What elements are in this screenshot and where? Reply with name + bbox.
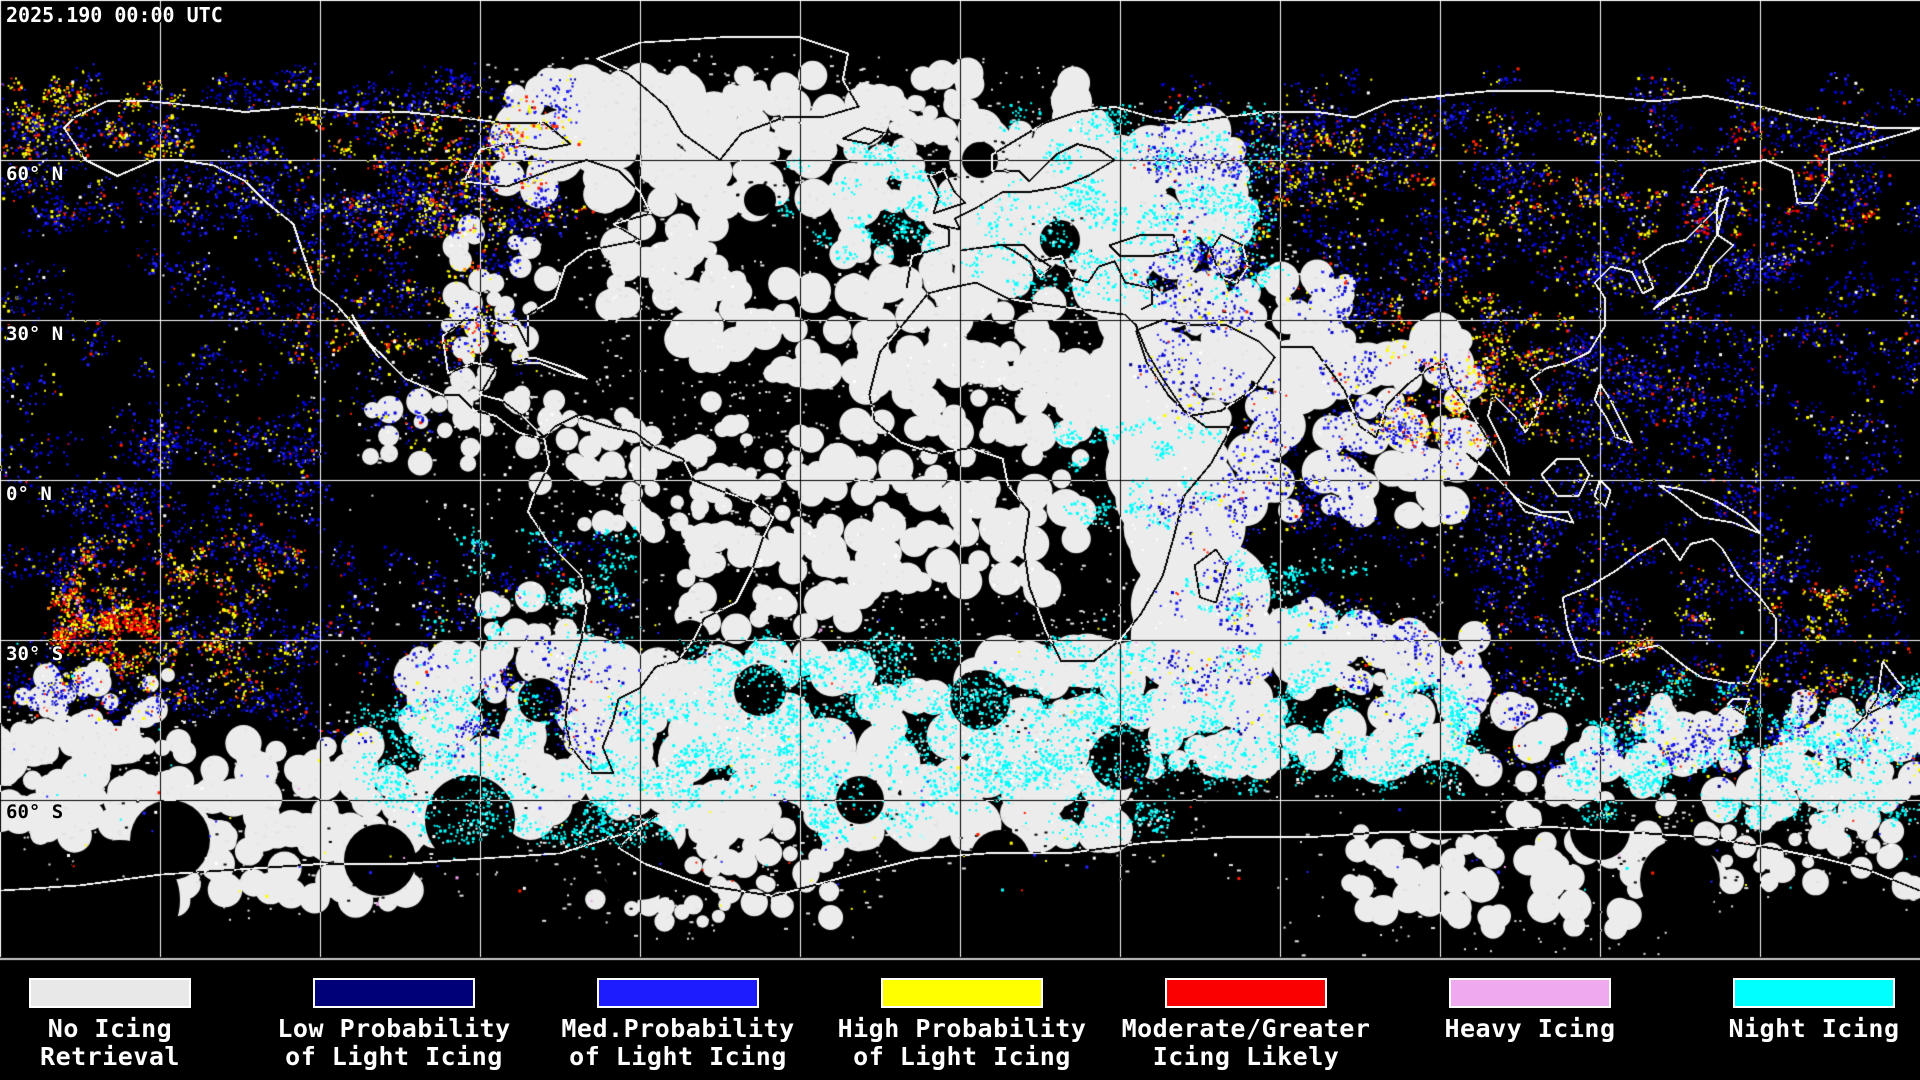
legend-label: High Probability bbox=[837, 1014, 1087, 1043]
legend-swatch bbox=[313, 978, 475, 1008]
legend-label: Heavy Icing bbox=[1444, 1014, 1616, 1043]
lat-label: 60° N bbox=[6, 163, 64, 185]
legend-label: of Light Icing bbox=[285, 1042, 503, 1071]
legend-label: Med.Probability bbox=[561, 1014, 795, 1043]
legend-swatch bbox=[1733, 978, 1895, 1008]
legend-swatch bbox=[597, 978, 759, 1008]
legend-swatch bbox=[1165, 978, 1327, 1008]
legend-label: of Light Icing bbox=[853, 1042, 1071, 1071]
lat-label: 0° N bbox=[6, 483, 52, 505]
legend-label: of Light Icing bbox=[569, 1042, 787, 1071]
legend-label: Night Icing bbox=[1728, 1014, 1900, 1043]
legend-swatch bbox=[1449, 978, 1611, 1008]
legend-label: No Icing bbox=[47, 1014, 173, 1043]
lat-label: 30° S bbox=[6, 643, 64, 665]
legend-label: Low Probability bbox=[277, 1014, 511, 1043]
legend-label: Moderate/Greater bbox=[1121, 1014, 1371, 1043]
world-icing-map bbox=[0, 0, 1920, 963]
legend: No Icing Retrieval Low Probability of Light… bbox=[0, 963, 1920, 1080]
legend-label: Retrieval bbox=[40, 1042, 180, 1071]
legend-label: Icing Likely bbox=[1152, 1042, 1340, 1071]
lat-label: 60° S bbox=[6, 801, 64, 823]
timestamp: 2025.190 00:00 UTC bbox=[6, 3, 223, 27]
lat-label: 30° N bbox=[6, 323, 64, 345]
legend-swatch bbox=[29, 978, 191, 1008]
legend-swatch bbox=[881, 978, 1043, 1008]
